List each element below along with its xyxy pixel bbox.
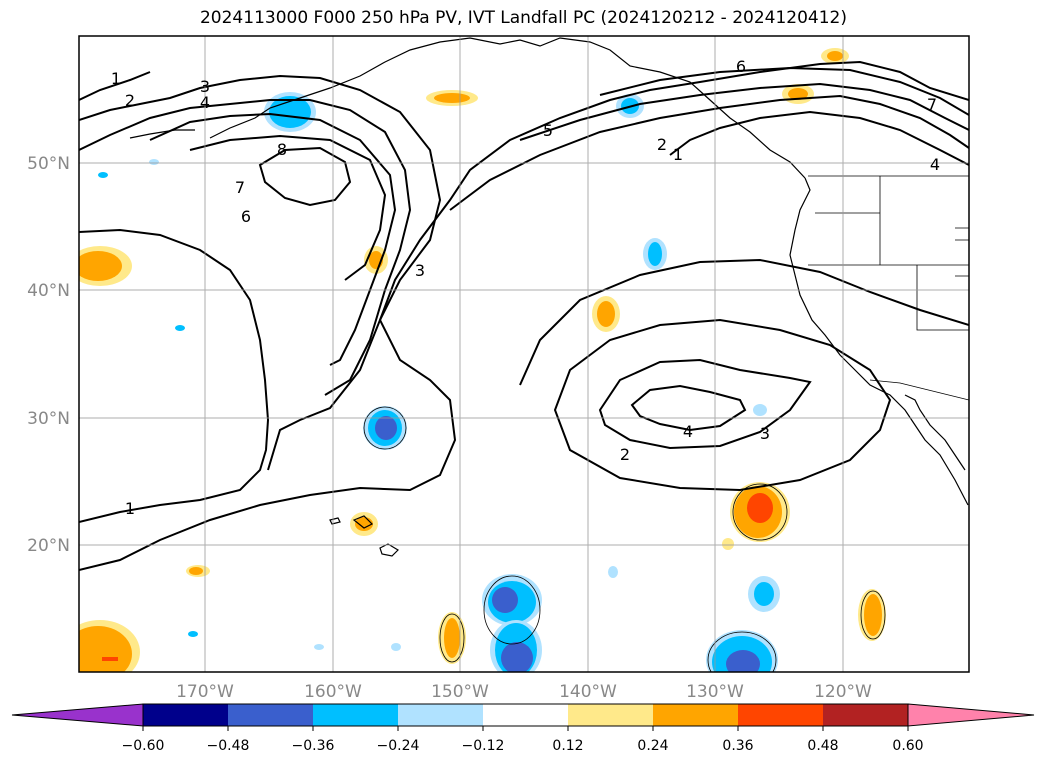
state-borders [808,175,969,401]
contour-label: 4 [930,155,940,174]
contour-label: 7 [927,95,937,114]
colorbar-tick-label: 0.24 [637,738,668,754]
pv-shading [79,48,886,672]
colorbar-bin [738,704,823,726]
colorbar: −0.60 −0.48 −0.36 −0.24 −0.12 0.12 0.24 0.36 0.4… [11,703,1035,754]
contour-label: 3 [760,424,770,443]
lat-label: 30°N [27,409,70,429]
contour-label: 1 [673,145,683,164]
colorbar-tick-label: 0.12 [552,738,583,754]
map-title: 2024113000 F000 250 hPa PV, IVT Landfall… [199,8,847,28]
contour-label: 3 [200,77,210,96]
lon-label: 140°W [559,682,617,702]
colorbar-extend-high [907,703,1035,727]
colorbar-tick-label: 0.48 [807,738,838,754]
lat-label: 50°N [27,154,70,174]
coastline [129,37,969,557]
contour-label: 1 [125,499,135,518]
contour-label: 3 [415,261,425,280]
contour-labels: 1 2 3 4 8 7 6 5 6 7 2 1 4 3 1 2 4 3 [111,57,940,518]
colorbar-tick-label: −0.48 [207,738,250,754]
colorbar-frame [142,703,909,727]
contour-label: 2 [657,135,667,154]
lon-label: 170°W [176,682,234,702]
contour-label: 1 [111,69,121,88]
colorbar-bin [483,704,568,726]
colorbar-bin [568,704,653,726]
contour-label: 2 [125,91,135,110]
contour-label: 4 [683,422,693,441]
lon-label: 120°W [814,682,872,702]
contour-label: 4 [200,93,210,112]
pv-contours [79,60,969,571]
colorbar-bin [228,704,313,726]
lon-label: 150°W [431,682,489,702]
colorbar-tick-label: 0.60 [892,738,923,754]
colorbar-tick-label: −0.60 [122,738,165,754]
colorbar-tick-label: −0.36 [292,738,335,754]
contour-label: 8 [277,140,287,159]
contour-label: 5 [543,121,553,140]
colorbar-bin [398,704,483,726]
colorbar-bin [653,704,738,726]
contour-label: 7 [235,178,245,197]
lon-label: 160°W [304,682,362,702]
lat-label: 40°N [27,281,70,301]
lat-label: 20°N [27,536,70,556]
colorbar-tick-label: −0.24 [377,738,420,754]
contour-label: 6 [241,207,251,226]
contour-label: 6 [736,57,746,76]
lon-label: 130°W [686,682,744,702]
colorbar-tick-label: 0.36 [722,738,753,754]
colorbar-tick-label: −0.12 [462,738,505,754]
map-frame [78,35,970,673]
colorbar-extend-low [11,703,144,727]
map-grid [79,36,969,672]
colorbar-bin [313,704,398,726]
colorbar-bin [143,704,228,726]
contour-label: 2 [620,445,630,464]
colorbar-bin [823,704,908,726]
